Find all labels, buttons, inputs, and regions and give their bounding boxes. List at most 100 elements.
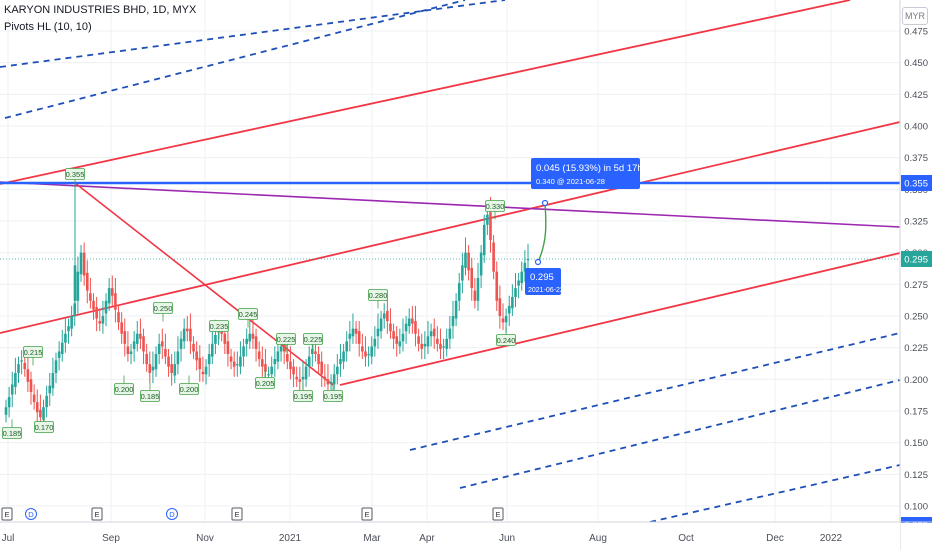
earnings-marker (361, 507, 373, 521)
candle-body (514, 288, 517, 297)
pivot-label: 0.235 (210, 322, 229, 331)
time-tick-label: Apr (419, 533, 435, 544)
candle-body (85, 272, 89, 291)
candle-body (307, 356, 311, 367)
candle-body (357, 331, 361, 344)
time-tick-label: 2022 (820, 533, 843, 544)
candle-body (117, 312, 120, 323)
candle-body (301, 376, 305, 380)
candle-body (417, 336, 420, 344)
candle-body (323, 376, 327, 380)
pivot-label-box (323, 390, 343, 402)
pivot-label: 0.205 (256, 379, 275, 388)
pivot-label-box (114, 383, 134, 395)
candle-body (239, 356, 242, 367)
candle-body (139, 333, 142, 339)
candle-body (276, 351, 280, 362)
candle-body (145, 354, 148, 365)
price-tick-label: 0.225 (904, 343, 928, 354)
pivot-label-box (65, 168, 85, 180)
candle-body (73, 265, 77, 301)
candle-body (261, 359, 264, 367)
price-tick-label: 0.175 (904, 407, 928, 418)
candle-body (370, 346, 374, 357)
channel-upper-line (0, 0, 851, 185)
pivot-label: 0.195 (324, 392, 343, 401)
currency-badge[interactable]: MYR (902, 7, 928, 25)
current-date-text: 2021-06-22 (528, 287, 564, 294)
pivot-label: 0.185 (3, 429, 22, 438)
pivot-label: 0.250 (154, 304, 173, 313)
candle-body (311, 348, 314, 354)
trendlines (0, 0, 901, 523)
candle-body (126, 346, 130, 354)
candle-body (457, 283, 461, 301)
candle-body (51, 373, 55, 389)
candle-body (214, 335, 217, 344)
candle-body (501, 318, 505, 323)
candle-body (439, 343, 442, 349)
pivot-label-box (153, 302, 173, 314)
pivot-label-box (238, 308, 258, 320)
candle-body (520, 271, 524, 284)
candle-body (254, 336, 258, 349)
candle-body (526, 259, 530, 261)
candle-body (332, 374, 336, 385)
time-tick-label: Jul (2, 533, 15, 544)
current-price-text: 0.295 (530, 272, 554, 283)
candle-body (451, 316, 455, 327)
candle-body (7, 397, 11, 408)
candle-body (245, 338, 248, 344)
dividend-marker (166, 508, 178, 520)
time-axis[interactable]: Jul Sep Nov 2021 Mar Apr Jun Aug Oct Dec 2022 (0, 521, 932, 550)
price-tick-label: 0.250 (904, 312, 928, 323)
pivot-labels: 0.355 0.215 0.185 0.170 0.250 0.245 0.235 0.225… (2, 168, 516, 439)
earnings-marker (91, 507, 103, 521)
chart-grid (0, 0, 900, 522)
candle-body (132, 341, 136, 349)
candle-body (395, 336, 399, 344)
candle-body (135, 333, 139, 344)
candle-body (345, 341, 349, 352)
candle-body (348, 333, 352, 339)
pivot-label-box (293, 390, 313, 402)
candle-body (82, 252, 86, 276)
candle-body (179, 338, 183, 349)
candle-body (4, 407, 8, 415)
candle-body (442, 346, 445, 348)
candle-body (123, 331, 127, 344)
current-info-box (525, 268, 561, 295)
pivot-label-box (255, 377, 275, 389)
candle-body (182, 328, 186, 342)
price-tick-label: 0.100 (904, 502, 928, 513)
candle-body (92, 300, 95, 310)
time-tick-label: Aug (589, 533, 607, 544)
pivot-label-box (368, 289, 388, 301)
candle-body (73, 303, 77, 316)
candle-body (32, 394, 36, 403)
earnings-marker-label: E (234, 510, 239, 519)
candle-body (57, 351, 61, 358)
measure-info-box (531, 158, 640, 189)
candle-body (454, 300, 458, 319)
candle-body (185, 328, 189, 332)
candle-body (60, 342, 64, 354)
purple-trendline (0, 181, 901, 228)
time-tick-label: Jun (499, 533, 515, 544)
pivot-label-box (34, 421, 54, 433)
price-tick-label: 0.375 (904, 153, 928, 164)
pivot-label-box (485, 200, 505, 212)
last-price-label: 0.295 (904, 255, 928, 266)
price-tick-label: 0.125 (904, 470, 928, 481)
dashed-channel-line (0, 0, 506, 68)
projection-path (537, 202, 547, 263)
price-tick-label: 0.325 (904, 217, 928, 228)
price-axis[interactable]: 0.4750.4500.4250.4000.3750.3500.3250.300… (899, 0, 932, 550)
indicator-label[interactable]: Pivots HL (10, 10) (4, 21, 92, 33)
resistance-price-label: 0.355 (904, 179, 928, 190)
candle-body (392, 331, 395, 339)
candle-body (364, 351, 367, 357)
candle-body (273, 359, 277, 365)
